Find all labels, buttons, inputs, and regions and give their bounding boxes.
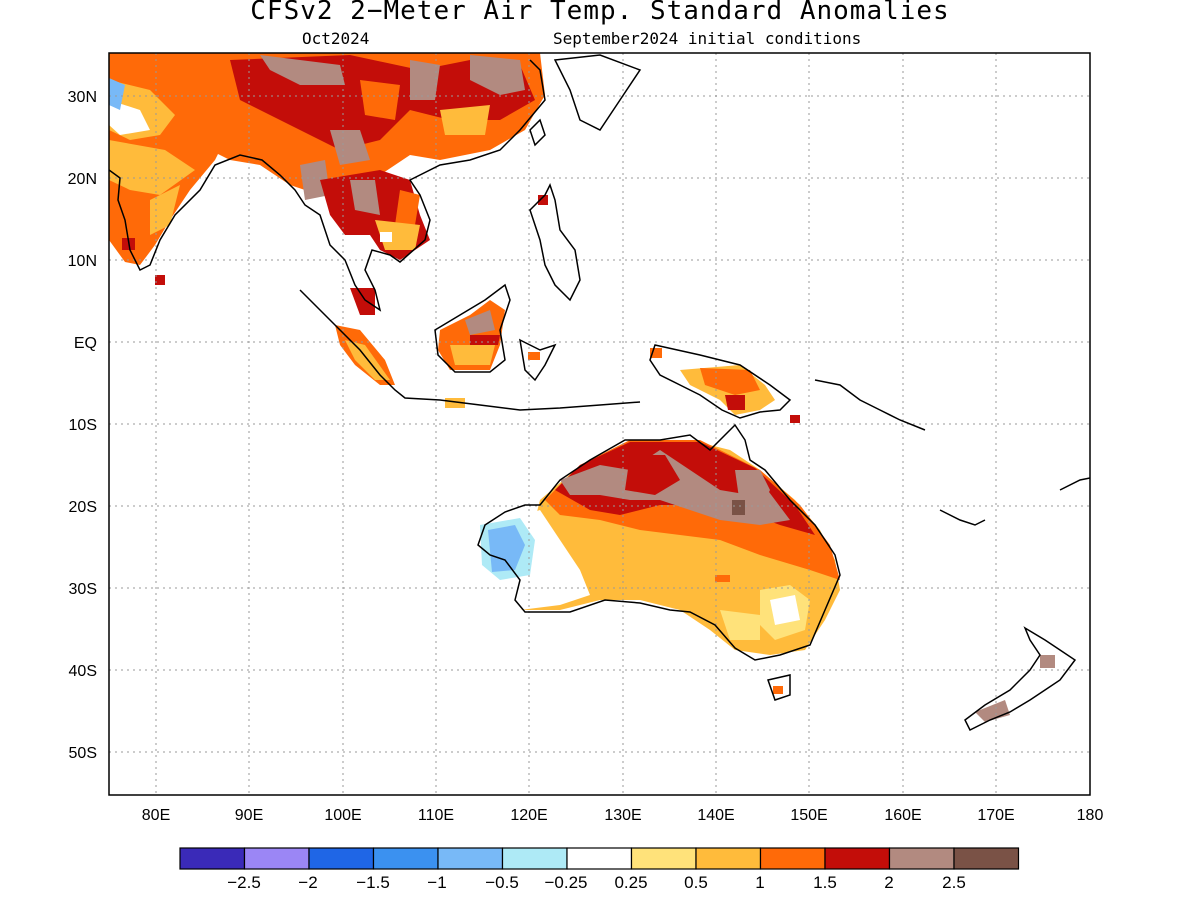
colorbar-swatch (437, 847, 504, 870)
lon-label: 160E (884, 807, 921, 824)
shading-philippines (538, 195, 548, 205)
plot-frame (108, 52, 1091, 796)
colorbar-swatch (501, 847, 568, 870)
lat-label: 20S (69, 499, 97, 516)
lon-label: 120E (510, 807, 547, 824)
lat-label: 20N (68, 171, 97, 188)
chart-title: CFSv2 2−Meter Air Temp. Standard Anomali… (250, 0, 950, 26)
colorbar-label: 1 (755, 873, 764, 892)
lat-label: 10N (68, 253, 97, 270)
shading-new-zealand (975, 655, 1055, 722)
colorbar-swatch (243, 847, 310, 870)
lat-label: 10S (69, 417, 97, 434)
shading-indochina (320, 170, 430, 315)
colorbar-swatch (888, 847, 955, 870)
shading-borneo (438, 300, 540, 370)
colorbar-swatch (630, 847, 697, 870)
lat-label: 30S (69, 581, 97, 598)
shading-india (109, 53, 240, 285)
colorbar-label: −2.5 (227, 873, 261, 892)
lat-label: 50S (69, 745, 97, 762)
colorbar-label: −0.25 (544, 873, 587, 892)
initial-conditions-label: September2024 initial conditions (553, 29, 862, 48)
shading-australia (480, 440, 840, 694)
lon-label: 170E (977, 807, 1014, 824)
colorbar-swatch (695, 847, 762, 870)
shading-china (210, 53, 545, 200)
colorbar-label: 2 (884, 873, 893, 892)
colorbar-swatch (372, 847, 439, 870)
lon-label: 80E (142, 807, 170, 824)
colorbar-swatch (308, 847, 375, 870)
lon-label: 180 (1077, 807, 1104, 824)
lon-label: 140E (697, 807, 734, 824)
colorbar-swatch (953, 847, 1020, 870)
shading-new-guinea (650, 348, 800, 423)
lon-labels: 80E 90E 100E 110E 120E 130E 140E 150E 16… (142, 807, 1104, 824)
lon-label: 100E (324, 807, 361, 824)
colorbar-swatch (566, 847, 633, 870)
colorbar-label: −0.5 (485, 873, 519, 892)
colorbar-label: −1 (427, 873, 446, 892)
lon-label: 150E (790, 807, 827, 824)
colorbar-label: 0.5 (684, 873, 708, 892)
colorbar-swatch (179, 847, 246, 870)
colorbar-label: −2 (298, 873, 317, 892)
map-gridlines (109, 53, 1090, 795)
colorbar-label: 2.5 (942, 873, 966, 892)
colorbar-label: −1.5 (356, 873, 390, 892)
colorbar-swatch (759, 847, 826, 870)
lon-label: 130E (604, 807, 641, 824)
valid-month-label: Oct2024 (302, 29, 370, 48)
lat-label: 30N (68, 89, 97, 106)
colorbar-label: 1.5 (813, 873, 837, 892)
coastlines (109, 54, 1090, 732)
colorbar-swatch (824, 847, 891, 870)
lon-label: 90E (235, 807, 263, 824)
anomaly-shading (109, 53, 1055, 722)
lon-label: 110E (418, 807, 454, 824)
lat-label: EQ (74, 335, 97, 352)
lat-labels: 30N 20N 10N EQ 10S 20S 30S 40S 50S (68, 89, 97, 762)
colorbar (179, 847, 1020, 870)
colorbar-labels: −2.5 −2 −1.5 −1 −0.5 −0.25 0.25 0.5 1 1.… (227, 873, 966, 892)
lat-label: 40S (69, 663, 97, 680)
colorbar-label: 0.25 (614, 873, 647, 892)
